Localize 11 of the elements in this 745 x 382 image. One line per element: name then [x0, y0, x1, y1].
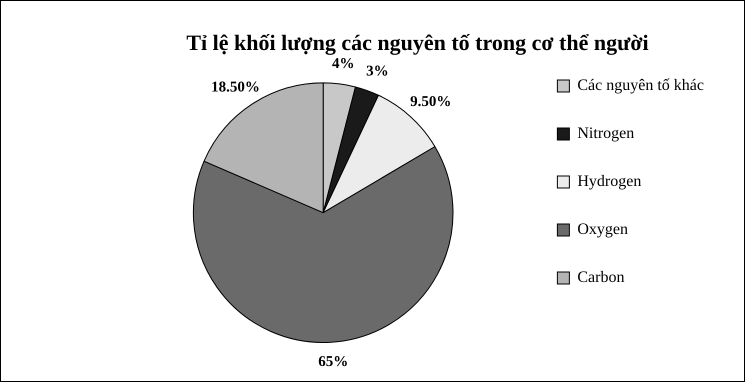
legend-label: Oxygen	[577, 221, 628, 238]
legend-label: Carbon	[577, 269, 624, 286]
data-label: 3%	[366, 64, 389, 80]
chart-title: Tỉ lệ khối lượng các nguyên tố trong cơ thể người	[186, 30, 649, 55]
legend-label: Hydrogen	[577, 173, 642, 190]
legend-label: Các nguyên tố khác	[577, 77, 704, 94]
data-label: 65%	[318, 354, 348, 370]
legend-label: Nitrogen	[577, 125, 634, 142]
data-label: 4%	[332, 56, 354, 72]
data-label: 18.50%	[211, 79, 260, 96]
data-label: 9.50%	[410, 94, 452, 110]
